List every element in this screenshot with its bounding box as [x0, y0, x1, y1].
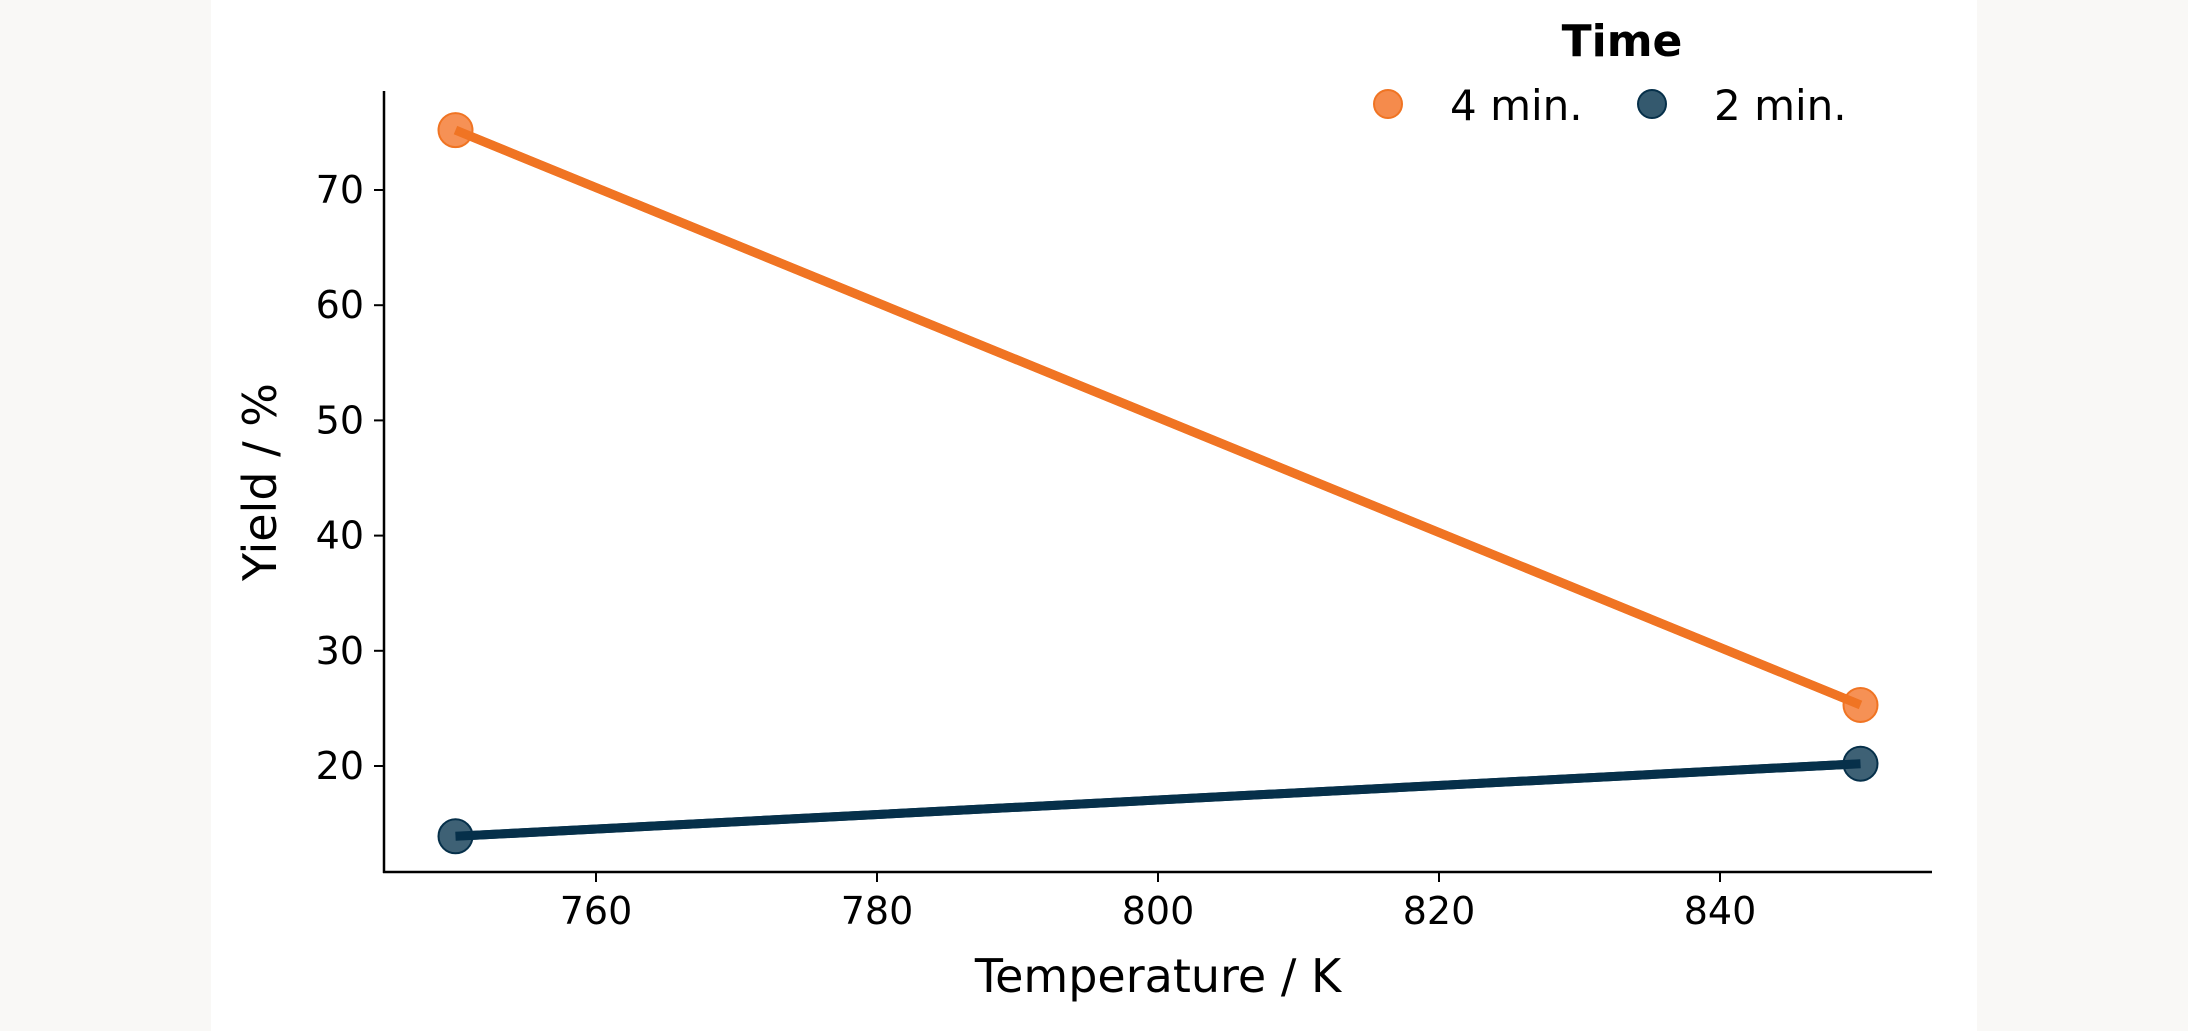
x-tick-label: 800 — [1122, 889, 1195, 933]
chart-panel — [211, 0, 1977, 1031]
y-tick-label: 50 — [316, 398, 364, 442]
y-tick-label: 40 — [316, 514, 364, 558]
x-axis-label: Temperature / K — [974, 949, 1343, 1003]
axes: 760 780 800 820 840 20 30 40 50 60 70 — [316, 91, 1932, 933]
x-tick-label: 820 — [1403, 889, 1476, 933]
y-tick-label: 60 — [316, 283, 364, 327]
y-tick-label: 70 — [316, 168, 364, 212]
series-marks — [437, 112, 1879, 855]
x-tick-label: 760 — [560, 889, 633, 933]
x-tick-label: 840 — [1684, 889, 1757, 933]
legend-marker — [1373, 89, 1403, 119]
y-tick-label: 30 — [316, 629, 364, 673]
series-line-overlay — [453, 125, 1863, 710]
legend-marker — [1637, 89, 1667, 119]
y-axis-label: Yield / % — [233, 383, 287, 582]
legend-title: Time — [1562, 16, 1683, 67]
y-tick-label: 20 — [316, 744, 364, 788]
legend: Time 4 min. 2 min. — [1373, 16, 1847, 130]
x-tick-label: 780 — [841, 889, 914, 933]
series-line-overlay — [455, 759, 1861, 841]
legend-label: 4 min. — [1450, 81, 1583, 130]
legend-label: 2 min. — [1714, 81, 1847, 130]
